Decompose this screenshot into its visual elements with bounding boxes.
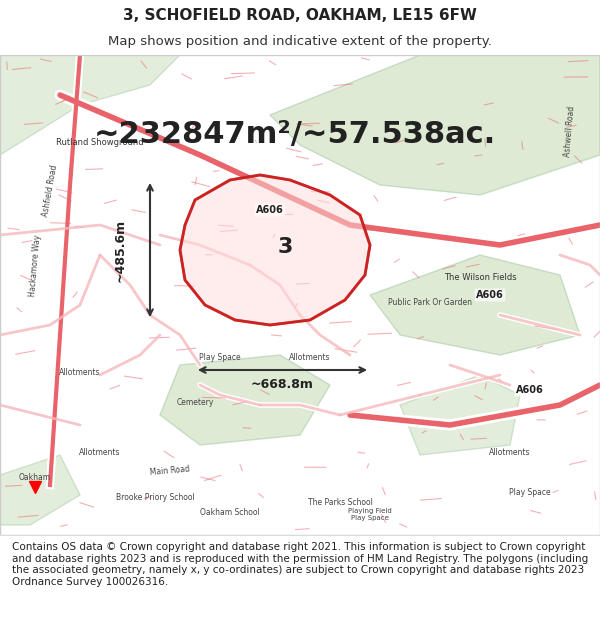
Text: Allotments: Allotments [79,448,121,457]
Text: 3: 3 [277,237,293,257]
Text: Main Road: Main Road [149,464,190,477]
Text: ~668.8m: ~668.8m [251,379,314,391]
Text: Oakham School: Oakham School [200,508,260,517]
Text: The Parks School: The Parks School [308,498,373,507]
Text: Cemetery: Cemetery [176,398,214,407]
Text: A606: A606 [516,385,544,395]
Text: Ashfield Road: Ashfield Road [41,164,59,217]
Text: Brooke Priory School: Brooke Priory School [116,493,194,502]
Text: A606: A606 [256,205,284,215]
Text: ~232847m²/~57.538ac.: ~232847m²/~57.538ac. [94,121,496,149]
Text: A606: A606 [476,290,504,300]
Polygon shape [400,375,520,455]
Polygon shape [270,55,600,195]
Text: Map shows position and indicative extent of the property.: Map shows position and indicative extent… [108,35,492,48]
Text: Allotments: Allotments [489,448,531,457]
Polygon shape [0,55,180,155]
Text: Allotments: Allotments [289,353,331,362]
Text: Hackamore Way: Hackamore Way [28,234,42,297]
Text: Play Space: Play Space [509,488,551,497]
Polygon shape [160,355,330,445]
Polygon shape [370,255,580,355]
Text: Ashwell Road: Ashwell Road [563,105,577,157]
Text: Rutland Showground: Rutland Showground [56,138,144,147]
Text: Play Space: Play Space [199,353,241,362]
Text: 3, SCHOFIELD ROAD, OAKHAM, LE15 6FW: 3, SCHOFIELD ROAD, OAKHAM, LE15 6FW [123,8,477,23]
Text: ~485.6m: ~485.6m [113,218,127,281]
Text: Allotments: Allotments [59,368,101,377]
Polygon shape [180,175,370,325]
Text: Oakham: Oakham [19,473,51,482]
Text: The Wilson Fields: The Wilson Fields [443,273,517,282]
Text: Playing Field
Play Space: Playing Field Play Space [348,508,392,521]
Polygon shape [0,455,80,525]
Text: Public Park Or Garden: Public Park Or Garden [388,298,472,307]
Text: Contains OS data © Crown copyright and database right 2021. This information is : Contains OS data © Crown copyright and d… [12,542,588,587]
